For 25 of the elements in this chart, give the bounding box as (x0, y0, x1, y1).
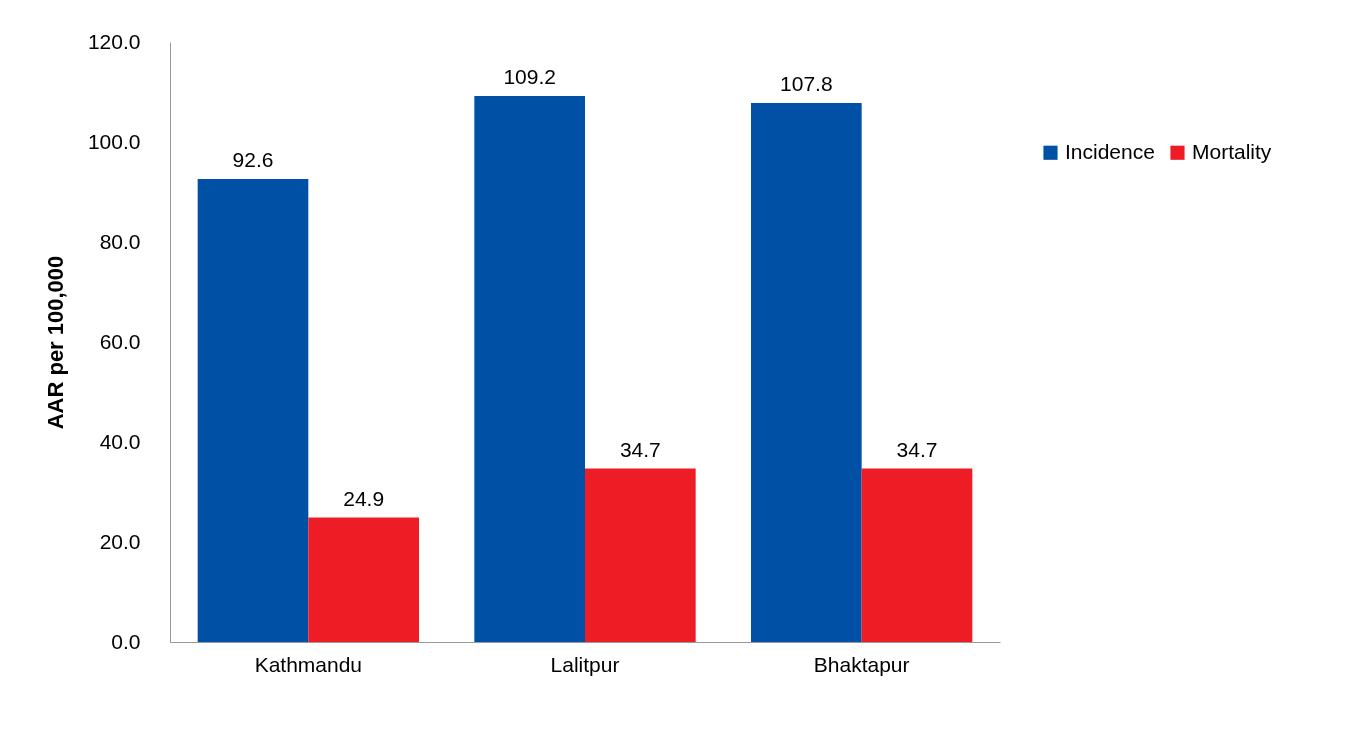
bar (585, 468, 696, 642)
y-tick-label: 120.0 (87, 29, 141, 53)
x-tick-label: Bhaktapur (813, 652, 910, 676)
bar (308, 517, 419, 642)
x-tick-label: Lalitpur (550, 652, 620, 676)
y-tick-label: 40.0 (99, 429, 141, 453)
data-label: 107.8 (780, 72, 833, 95)
y-axis-title: AAR per 100,000 (42, 255, 68, 430)
data-label: 109.2 (503, 65, 556, 88)
y-tick-label: 60.0 (99, 329, 141, 353)
legend-label: Incidence (1065, 139, 1155, 163)
bar (751, 103, 862, 642)
data-label: 34.7 (896, 437, 938, 461)
bar (197, 179, 309, 642)
y-tick-label: 20.0 (99, 529, 141, 553)
x-tick-label: Kathmandu (254, 652, 363, 676)
bar (861, 468, 973, 642)
data-label: 34.7 (619, 437, 661, 461)
data-label: 92.6 (232, 148, 274, 171)
data-label: 24.9 (343, 486, 385, 510)
y-tick-label: 80.0 (99, 229, 141, 253)
bar (474, 96, 585, 642)
y-tick-label: 100.0 (87, 129, 141, 153)
legend-label: Mortality (1192, 139, 1272, 163)
y-tick-label: 0.0 (111, 629, 141, 653)
